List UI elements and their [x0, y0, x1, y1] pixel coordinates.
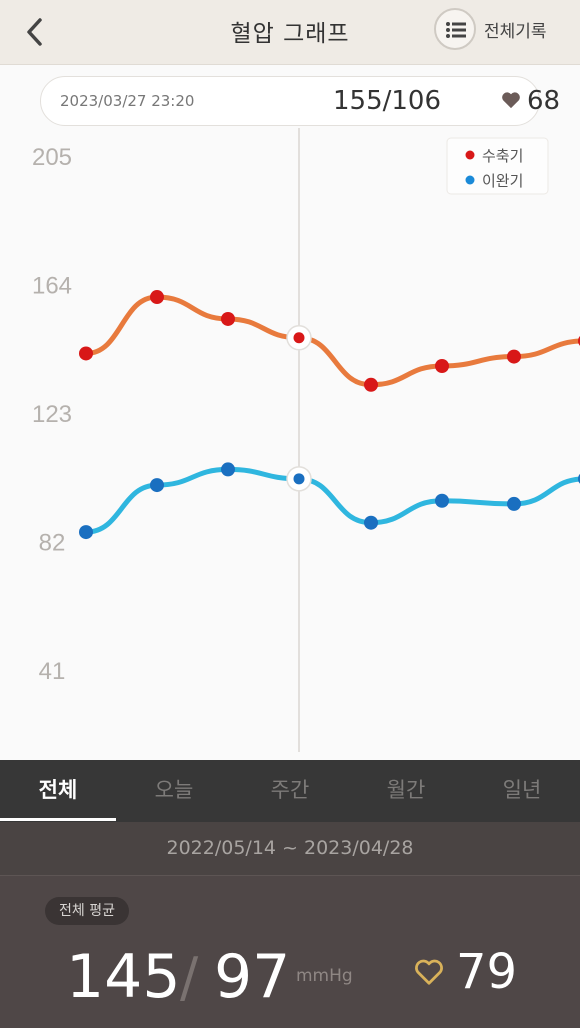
diastolic-point: [293, 473, 305, 485]
diastolic-point: [79, 525, 93, 540]
reading-bp: 155/106: [333, 86, 442, 116]
reading-heart-rate: 68: [527, 86, 561, 116]
y-tick-label: 123: [32, 401, 72, 428]
heart-outline-icon: [415, 959, 443, 985]
tab-all[interactable]: 전체: [38, 778, 78, 802]
y-tick-label: 82: [39, 530, 66, 557]
legend-label: 수축기: [482, 147, 523, 165]
avg-diastolic: 97: [214, 942, 291, 1012]
y-tick-label: 41: [39, 658, 66, 685]
summary-panel: 전체 평균 145 / 97 mmHg 79: [0, 875, 580, 1028]
legend-marker: [465, 175, 475, 185]
period-tabs: 전체 오늘 주간 월간 일년: [0, 760, 580, 822]
legend-label: 이완기: [482, 172, 523, 190]
chevron-left-icon: [27, 18, 42, 46]
back-button[interactable]: [20, 12, 52, 52]
tab-yearly[interactable]: 일년: [502, 778, 542, 802]
avg-slash: /: [180, 946, 199, 1009]
tab-monthly[interactable]: 월간: [386, 778, 426, 802]
systolic-point: [150, 290, 164, 305]
unit-label: mmHg: [296, 966, 353, 986]
systolic-point: [364, 377, 378, 392]
date-range: 2022/05/14 ~ 2023/04/28: [0, 822, 580, 875]
diastolic-point: [150, 478, 164, 493]
systolic-point: [507, 349, 521, 364]
reading-pill: 2023/03/27 23:20 155/106 68: [40, 76, 560, 126]
systolic-line: [83, 294, 580, 388]
systolic-point: [293, 332, 305, 344]
heart-icon: [502, 92, 520, 109]
list-icon: [446, 22, 466, 38]
avg-systolic: 145: [66, 942, 181, 1012]
reading-datetime: 2023/03/27 23:20: [60, 92, 195, 110]
systolic-point: [79, 346, 93, 361]
legend-marker: [465, 150, 475, 160]
tab-weekly[interactable]: 주간: [270, 778, 310, 802]
y-tick-label: 164: [32, 273, 72, 300]
diastolic-point: [364, 515, 378, 530]
systolic-point: [435, 358, 449, 373]
average-badge: 전체 평균: [45, 897, 129, 925]
avg-heart-rate: 79: [456, 944, 518, 1000]
list-button[interactable]: [434, 8, 476, 50]
y-tick-label: 205: [32, 144, 72, 171]
diastolic-point: [221, 462, 235, 477]
active-tab-indicator: [0, 818, 116, 821]
diastolic-point: [507, 496, 521, 511]
systolic-point: [221, 311, 235, 326]
header-bar: 혈압 그래프 전체기록: [0, 0, 580, 65]
page-title: 혈압 그래프: [230, 21, 350, 47]
diastolic-point: [435, 493, 449, 508]
tab-today[interactable]: 오늘: [154, 778, 194, 802]
all-records-link[interactable]: 전체기록: [484, 22, 547, 42]
